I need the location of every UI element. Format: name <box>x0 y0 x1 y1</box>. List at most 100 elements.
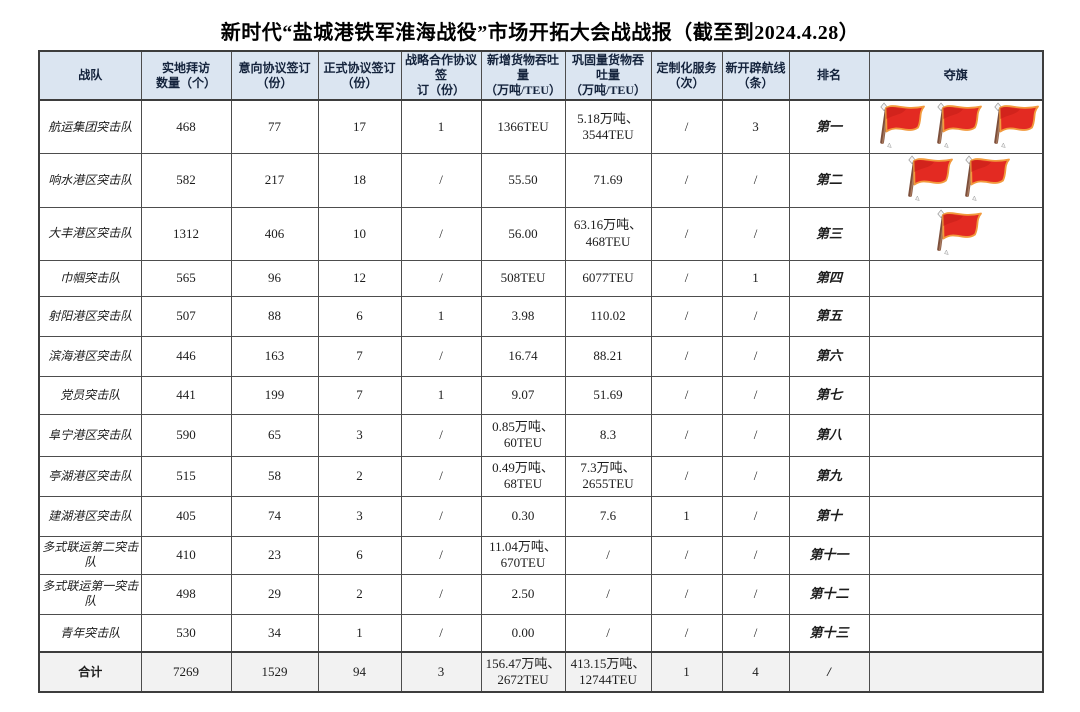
cell-new-cargo-throughput: 55.50 <box>480 153 566 208</box>
flag-box <box>872 155 1041 205</box>
table-row: 青年突击队 530 34 1/0.00// / 第十三 <box>38 613 1044 653</box>
cell-new-cargo-throughput: 0.49万吨、 68TEU <box>480 455 566 497</box>
cell-strategic-agreements: 1 <box>400 375 482 415</box>
table-row: 响水港区突击队 582 217 18/55.50 71.69// 第二 <box>38 153 1044 208</box>
cell-customized-services: / <box>650 295 723 337</box>
cell-field-visits: 498 <box>140 573 232 615</box>
cell-formal-agreements: 12 <box>317 259 402 297</box>
cell-formal-agreements: 10 <box>317 206 402 261</box>
cell-flags <box>868 335 1044 377</box>
cell-strategic-agreements: / <box>400 613 482 653</box>
cell-consolidated-cargo-throughput: 7.6 <box>564 495 652 537</box>
red-flag-icon <box>929 102 983 152</box>
cell-new-cargo-throughput: 9.07 <box>480 375 566 415</box>
cell-flags <box>868 206 1044 261</box>
cell-new-routes: 1 <box>721 259 790 297</box>
cell-rank: 第七 <box>788 375 870 415</box>
table-body: 航运集团突击队 468 77 17 1 1366TEU 5.18万吨、 3544TEU/3 第… <box>38 99 1044 693</box>
flag-box <box>872 208 1041 259</box>
cell-customized-services: / <box>650 153 723 208</box>
table-row: 建湖港区突击队 405 74 3/0.30 7.6 1/第十 <box>38 495 1044 537</box>
column-header-new-cargo-throughput: 新增货物吞吐量 （万吨/TEU） <box>480 50 566 101</box>
cell-new-routes: / <box>721 495 790 537</box>
cell-strategic-agreements: / <box>400 335 482 377</box>
flag-box <box>872 102 1041 152</box>
cell-intent-agreements: 406 <box>230 206 319 261</box>
cell-intent-agreements: 77 <box>230 99 319 155</box>
cell-rank: 第九 <box>788 455 870 497</box>
table-row: 阜宁港区突击队 590 65 3/0.85万吨、 60TEU 8.3// 第八 <box>38 413 1044 457</box>
cell-team: 滨海港区突击队 <box>38 335 142 377</box>
cell-formal-agreements: 94 <box>317 651 402 693</box>
cell-rank: 第十三 <box>788 613 870 653</box>
cell-customized-services: / <box>650 455 723 497</box>
cell-field-visits: 530 <box>140 613 232 653</box>
cell-flags <box>868 495 1044 537</box>
cell-rank: 第四 <box>788 259 870 297</box>
cell-new-cargo-throughput: 16.74 <box>480 335 566 377</box>
cell-strategic-agreements: / <box>400 573 482 615</box>
cell-new-routes: / <box>721 295 790 337</box>
total-row: 合计 7269 1529 94 3 156.47万吨、 2672TEU 413.15万吨、 … <box>38 651 1044 693</box>
red-flag-icon <box>929 208 983 259</box>
cell-team: 响水港区突击队 <box>38 153 142 208</box>
cell-intent-agreements: 217 <box>230 153 319 208</box>
column-header-intent-agreements: 意向协议签订 （份） <box>230 50 319 101</box>
cell-flags <box>868 99 1044 155</box>
cell-consolidated-cargo-throughput: / <box>564 573 652 615</box>
cell-field-visits: 590 <box>140 413 232 457</box>
cell-intent-agreements: 88 <box>230 295 319 337</box>
cell-formal-agreements: 7 <box>317 375 402 415</box>
cell-flags <box>868 651 1044 693</box>
cell-new-routes: / <box>721 455 790 497</box>
table-row: 亭湖港区突击队 515 58 2/0.49万吨、 68TEU 7.3万吨、 2655TE… <box>38 455 1044 497</box>
cell-team: 航运集团突击队 <box>38 99 142 155</box>
cell-flags <box>868 375 1044 415</box>
page-title: 新时代“盐城港铁军淮海战役”市场开拓大会战战报（截至到2024.4.28） <box>220 22 860 44</box>
cell-intent-agreements: 199 <box>230 375 319 415</box>
cell-formal-agreements: 2 <box>317 455 402 497</box>
cell-team: 阜宁港区突击队 <box>38 413 142 457</box>
cell-intent-agreements: 23 <box>230 535 319 575</box>
cell-rank: 第八 <box>788 413 870 457</box>
cell-team: 多式联运第一突击队 <box>38 573 142 615</box>
table-row: 党员突击队 441 199 7 1 9.07 51.69// 第七 <box>38 375 1044 415</box>
cell-new-cargo-throughput: 2.50 <box>480 573 566 615</box>
cell-customized-services: / <box>650 535 723 575</box>
cell-customized-services: / <box>650 99 723 155</box>
cell-consolidated-cargo-throughput: 63.16万吨、 468TEU <box>564 206 652 261</box>
cell-customized-services: / <box>650 573 723 615</box>
cell-formal-agreements: 1 <box>317 613 402 653</box>
cell-team: 亭湖港区突击队 <box>38 455 142 497</box>
cell-flags <box>868 259 1044 297</box>
cell-field-visits: 405 <box>140 495 232 537</box>
cell-flags <box>868 535 1044 575</box>
cell-new-routes: 4 <box>721 651 790 693</box>
cell-formal-agreements: 3 <box>317 413 402 457</box>
cell-flags <box>868 295 1044 337</box>
cell-new-routes: / <box>721 613 790 653</box>
cell-formal-agreements: 17 <box>317 99 402 155</box>
cell-field-visits: 446 <box>140 335 232 377</box>
column-header-formal-agreements: 正式协议签订 （份） <box>317 50 402 101</box>
cell-strategic-agreements: / <box>400 153 482 208</box>
cell-flags <box>868 455 1044 497</box>
cell-rank: 第五 <box>788 295 870 337</box>
cell-new-routes: / <box>721 573 790 615</box>
cell-customized-services: / <box>650 259 723 297</box>
column-header-new-routes: 新开辟航线 （条） <box>721 50 790 101</box>
table-row: 航运集团突击队 468 77 17 1 1366TEU 5.18万吨、 3544TEU/3 第… <box>38 99 1044 155</box>
cell-strategic-agreements: 1 <box>400 99 482 155</box>
cell-new-routes: / <box>721 206 790 261</box>
cell-formal-agreements: 7 <box>317 335 402 377</box>
cell-strategic-agreements: / <box>400 535 482 575</box>
red-flag-icon <box>900 155 954 205</box>
cell-intent-agreements: 65 <box>230 413 319 457</box>
cell-new-cargo-throughput: 1366TEU <box>480 99 566 155</box>
cell-rank: 第一 <box>788 99 870 155</box>
table-row: 多式联运第二突击队 410 23 6/11.04万吨、 670TEU / / / 第十一 <box>38 535 1044 575</box>
cell-strategic-agreements: / <box>400 495 482 537</box>
cell-field-visits: 515 <box>140 455 232 497</box>
cell-new-cargo-throughput: 11.04万吨、 670TEU <box>480 535 566 575</box>
table-row: 巾帼突击队 565 96 12/508TEU 6077TEU/1 第四 <box>38 259 1044 297</box>
